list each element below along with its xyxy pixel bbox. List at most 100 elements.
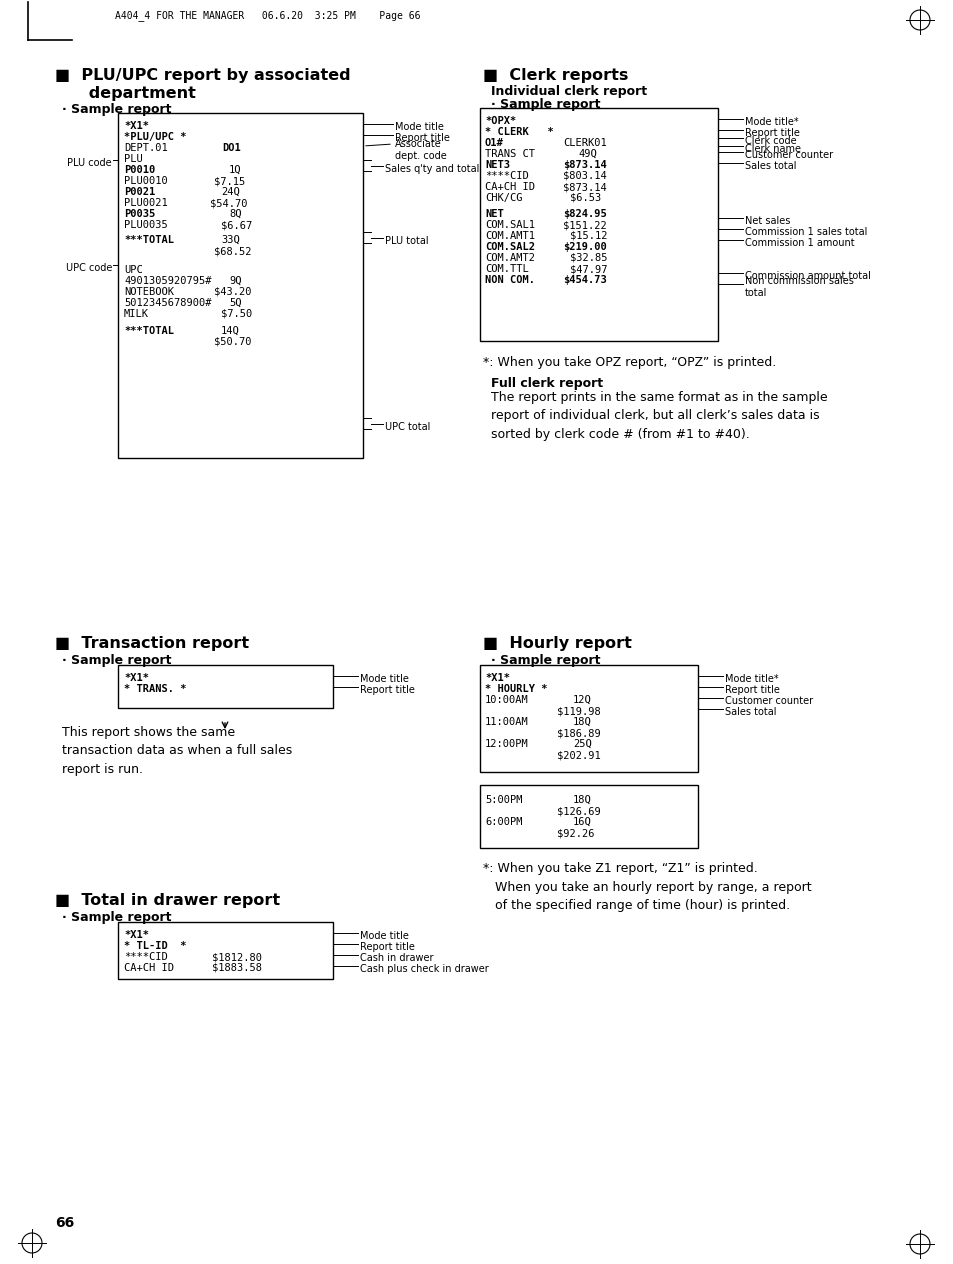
- Text: ****CID: ****CID: [484, 171, 528, 181]
- Text: PLU0010: PLU0010: [124, 176, 168, 186]
- Text: ■  Hourly report: ■ Hourly report: [482, 636, 631, 651]
- Text: * TRANS. *: * TRANS. *: [124, 684, 186, 694]
- Text: NOTEBOOK: NOTEBOOK: [124, 287, 173, 297]
- Text: $1883.58: $1883.58: [212, 963, 262, 973]
- Text: Clerk code: Clerk code: [744, 137, 796, 147]
- Text: 1Q: 1Q: [229, 166, 241, 174]
- Text: P0035: P0035: [124, 209, 155, 219]
- Text: *X1*: *X1*: [124, 930, 149, 940]
- Text: $32.85: $32.85: [569, 253, 607, 263]
- Text: $119.98: $119.98: [557, 707, 600, 715]
- Text: *: When you take Z1 report, “Z1” is printed.
   When you take an hourly report b: *: When you take Z1 report, “Z1” is prin…: [482, 862, 811, 913]
- Text: 18Q: 18Q: [573, 795, 591, 805]
- Text: Associate
dept. code: Associate dept. code: [395, 139, 446, 162]
- Text: * HOURLY *: * HOURLY *: [484, 684, 547, 694]
- Text: $824.95: $824.95: [562, 209, 606, 219]
- Text: Report title: Report title: [395, 133, 450, 143]
- Text: 11:00AM: 11:00AM: [484, 717, 528, 727]
- FancyBboxPatch shape: [118, 112, 363, 458]
- Text: Sales total: Sales total: [724, 707, 776, 717]
- Text: $186.89: $186.89: [557, 728, 600, 738]
- Text: NET3: NET3: [484, 161, 510, 169]
- Text: 49Q: 49Q: [578, 149, 597, 159]
- Text: *: When you take OPZ report, “OPZ” is printed.: *: When you take OPZ report, “OPZ” is pr…: [482, 356, 776, 369]
- Text: $454.73: $454.73: [562, 276, 606, 284]
- Text: $7.50: $7.50: [221, 308, 252, 319]
- Text: COM.AMT2: COM.AMT2: [484, 253, 535, 263]
- Text: Net sales: Net sales: [744, 216, 789, 226]
- Text: 9Q: 9Q: [229, 276, 241, 286]
- Text: 5012345678900#: 5012345678900#: [124, 298, 212, 308]
- Text: ***TOTAL: ***TOTAL: [124, 326, 173, 336]
- Text: $47.97: $47.97: [569, 264, 607, 274]
- Text: ****CID: ****CID: [124, 952, 168, 962]
- Text: $803.14: $803.14: [562, 171, 606, 181]
- Text: $151.22: $151.22: [562, 220, 606, 230]
- Text: NET: NET: [484, 209, 503, 219]
- Text: 14Q: 14Q: [221, 326, 239, 336]
- Text: · Sample report: · Sample report: [62, 102, 172, 116]
- Text: PLU code: PLU code: [68, 158, 112, 168]
- Text: *X1*: *X1*: [484, 672, 510, 683]
- Text: $43.20: $43.20: [213, 287, 252, 297]
- Text: A404_4 FOR THE MANAGER   06.6.20  3:25 PM    Page 66: A404_4 FOR THE MANAGER 06.6.20 3:25 PM P…: [115, 10, 420, 21]
- Text: $219.00: $219.00: [562, 241, 606, 252]
- Text: 4901305920795#: 4901305920795#: [124, 276, 212, 286]
- Text: COM.SAL1: COM.SAL1: [484, 220, 535, 230]
- Text: Mode title: Mode title: [359, 932, 409, 940]
- Text: $202.91: $202.91: [557, 750, 600, 760]
- Text: Commission 1 sales total: Commission 1 sales total: [744, 228, 866, 238]
- Text: Mode title*: Mode title*: [744, 118, 798, 126]
- Text: Report title: Report title: [724, 685, 779, 695]
- Text: PLU total: PLU total: [385, 235, 428, 245]
- Text: Report title: Report title: [744, 128, 799, 138]
- Text: CHK/CG: CHK/CG: [484, 193, 522, 204]
- Text: Non commission sales
total: Non commission sales total: [744, 276, 853, 298]
- Text: CLERK01: CLERK01: [562, 138, 606, 148]
- Text: Report title: Report title: [359, 685, 415, 695]
- Text: UPC code: UPC code: [66, 263, 112, 273]
- Text: · Sample report: · Sample report: [62, 911, 172, 924]
- Text: Cash plus check in drawer: Cash plus check in drawer: [359, 964, 488, 975]
- Text: Sales total: Sales total: [744, 161, 796, 171]
- Text: $54.70: $54.70: [210, 198, 247, 209]
- Text: PLU0035: PLU0035: [124, 220, 168, 230]
- Text: 18Q: 18Q: [573, 717, 591, 727]
- Text: *X1*: *X1*: [124, 672, 149, 683]
- Text: Full clerk report: Full clerk report: [491, 377, 602, 391]
- Text: $15.12: $15.12: [569, 231, 607, 241]
- Text: ■  PLU/UPC report by associated: ■ PLU/UPC report by associated: [55, 68, 351, 83]
- Text: PLU0021: PLU0021: [124, 198, 168, 209]
- Text: 12:00PM: 12:00PM: [484, 739, 528, 750]
- Text: COM.TTL: COM.TTL: [484, 264, 528, 274]
- Text: $50.70: $50.70: [213, 337, 252, 348]
- Text: *OPX*: *OPX*: [484, 116, 516, 126]
- Text: 12Q: 12Q: [573, 695, 591, 705]
- Text: $6.67: $6.67: [221, 220, 252, 230]
- Text: Commission amount total: Commission amount total: [744, 270, 870, 281]
- Text: Mode title*: Mode title*: [724, 674, 778, 684]
- Text: $873.14: $873.14: [562, 182, 606, 192]
- Text: * CLERK   *: * CLERK *: [484, 126, 553, 137]
- Text: P0010: P0010: [124, 166, 155, 174]
- Text: COM.AMT1: COM.AMT1: [484, 231, 535, 241]
- Text: DEPT.01: DEPT.01: [124, 143, 168, 153]
- Text: Cash in drawer: Cash in drawer: [359, 953, 433, 963]
- Text: $873.14: $873.14: [562, 161, 606, 169]
- Text: department: department: [55, 86, 195, 101]
- Text: COM.SAL2: COM.SAL2: [484, 241, 535, 252]
- FancyBboxPatch shape: [479, 107, 718, 341]
- Text: 24Q: 24Q: [221, 187, 239, 197]
- Text: $126.69: $126.69: [557, 806, 600, 817]
- Text: 6:00PM: 6:00PM: [484, 817, 522, 827]
- Text: MILK: MILK: [124, 308, 149, 319]
- Text: $1812.80: $1812.80: [212, 952, 262, 962]
- Text: ■  Total in drawer report: ■ Total in drawer report: [55, 892, 280, 908]
- Text: 16Q: 16Q: [573, 817, 591, 827]
- Text: Customer counter: Customer counter: [724, 696, 812, 707]
- Text: Individual clerk report: Individual clerk report: [491, 85, 646, 99]
- Text: ***TOTAL: ***TOTAL: [124, 235, 173, 245]
- Text: UPC total: UPC total: [385, 421, 430, 431]
- Text: 10:00AM: 10:00AM: [484, 695, 528, 705]
- Text: $6.53: $6.53: [569, 193, 600, 204]
